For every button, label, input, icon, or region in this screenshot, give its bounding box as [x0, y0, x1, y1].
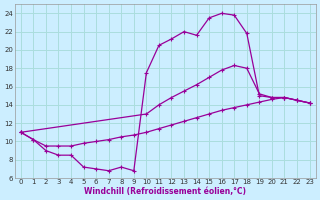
- X-axis label: Windchill (Refroidissement éolien,°C): Windchill (Refroidissement éolien,°C): [84, 187, 246, 196]
